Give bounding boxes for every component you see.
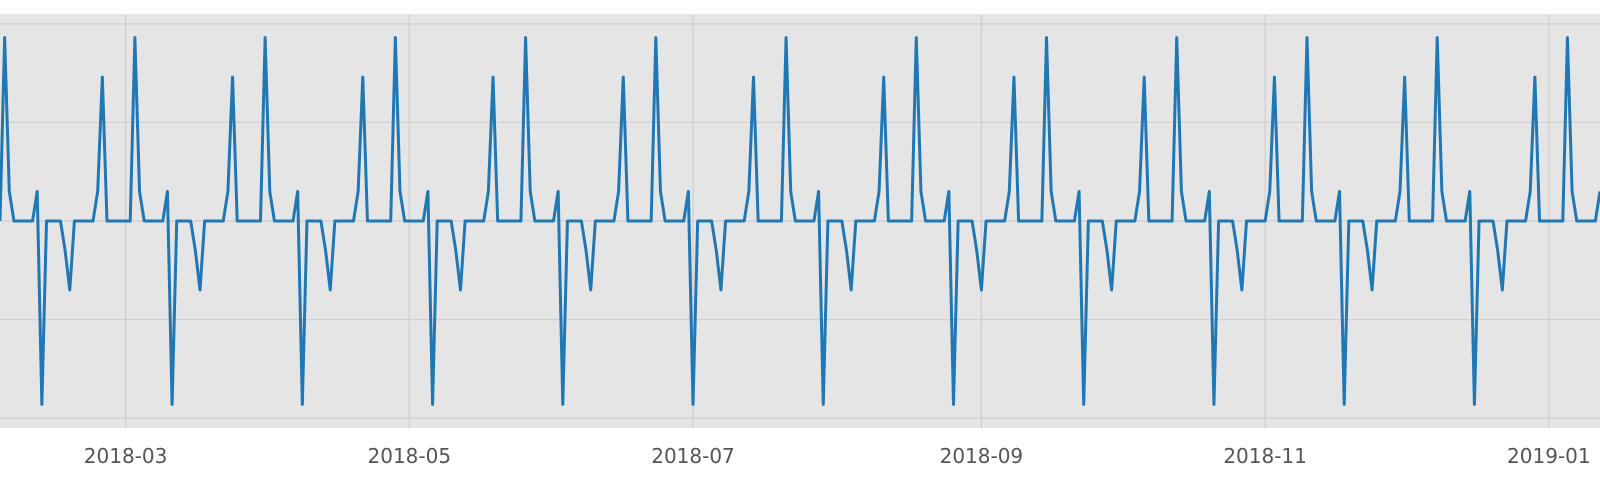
x-tick-label: 2019-01 <box>1507 444 1591 468</box>
series-line <box>0 36 1600 406</box>
x-tick-label: 2018-03 <box>84 444 168 468</box>
x-tick-label: 2018-07 <box>651 444 735 468</box>
x-tick-label: 2018-09 <box>940 444 1024 468</box>
series-layer <box>0 36 1600 406</box>
x-axis-ticks: 2018-03 2018-05 2018-07 2018-09 2018-11 2019-… <box>84 444 1591 468</box>
x-tick-label: 2018-11 <box>1223 444 1307 468</box>
x-tick-label: 2018-05 <box>368 444 452 468</box>
